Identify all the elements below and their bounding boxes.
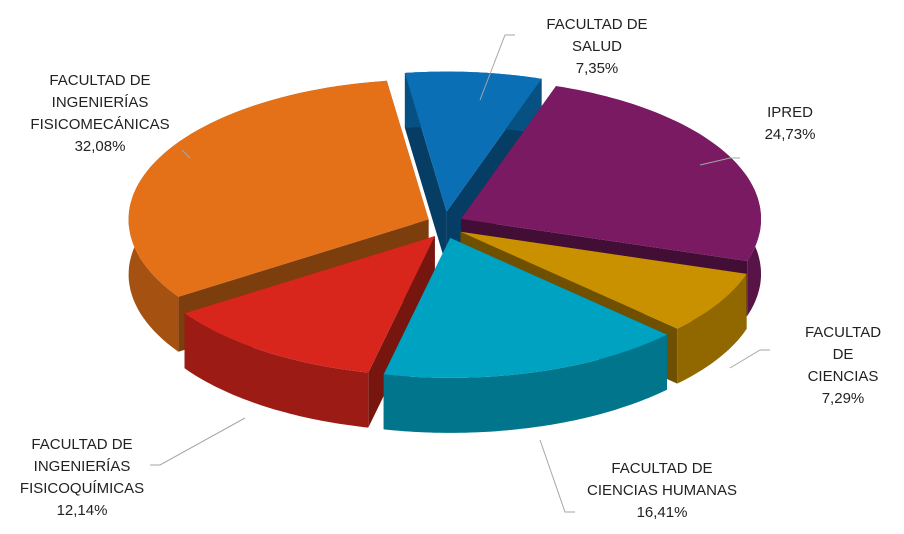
category-label: FACULTAD DE CIENCIAS HUMANAS bbox=[586, 460, 738, 499]
value-label: 32,08% bbox=[74, 138, 126, 155]
data-label: FACULTAD DE SALUD 7,35% bbox=[546, 14, 647, 80]
category-label: FACULTAD DE CIENCIAS bbox=[804, 324, 882, 385]
value-label: 7,35% bbox=[575, 60, 619, 77]
data-label: FACULTAD DE CIENCIAS HUMANAS 16,41% bbox=[587, 458, 737, 524]
slice bbox=[184, 236, 435, 373]
value-label: 12,14% bbox=[56, 502, 108, 519]
slice-wall bbox=[383, 334, 667, 433]
category-label: FACULTAD DE INGENIERÍAS FISICOMECÁNICAS bbox=[30, 72, 170, 133]
leader-line bbox=[479, 34, 515, 101]
leader-line bbox=[729, 349, 770, 369]
slice-wall bbox=[677, 273, 747, 384]
category-label: FACULTAD DE INGENIERÍAS FISICOQUÍMICAS bbox=[19, 436, 145, 497]
slice-wall bbox=[184, 313, 369, 428]
leader-line bbox=[181, 149, 191, 159]
data-label: FACULTAD DE INGENIERÍAS FISICOQUÍMICAS 12… bbox=[20, 434, 144, 522]
category-label: FACULTAD DE SALUD bbox=[546, 16, 648, 55]
slice bbox=[461, 86, 761, 261]
leader-line bbox=[699, 157, 740, 166]
leader-line bbox=[150, 417, 246, 466]
category-label: IPRED bbox=[767, 104, 813, 121]
slice bbox=[128, 80, 429, 297]
value-label: 24,73% bbox=[764, 126, 816, 143]
slice bbox=[404, 71, 542, 212]
data-label: FACULTAD DE INGENIERÍAS FISICOMECÁNICAS 3… bbox=[30, 70, 169, 158]
data-label: FACULTAD DE CIENCIAS 7,29% bbox=[805, 322, 881, 410]
value-label: 7,29% bbox=[821, 390, 865, 407]
data-label: IPRED 24,73% bbox=[765, 102, 816, 146]
leader-line bbox=[539, 439, 575, 513]
slice bbox=[383, 237, 667, 378]
value-label: 16,41% bbox=[636, 504, 688, 521]
slice bbox=[460, 231, 747, 329]
